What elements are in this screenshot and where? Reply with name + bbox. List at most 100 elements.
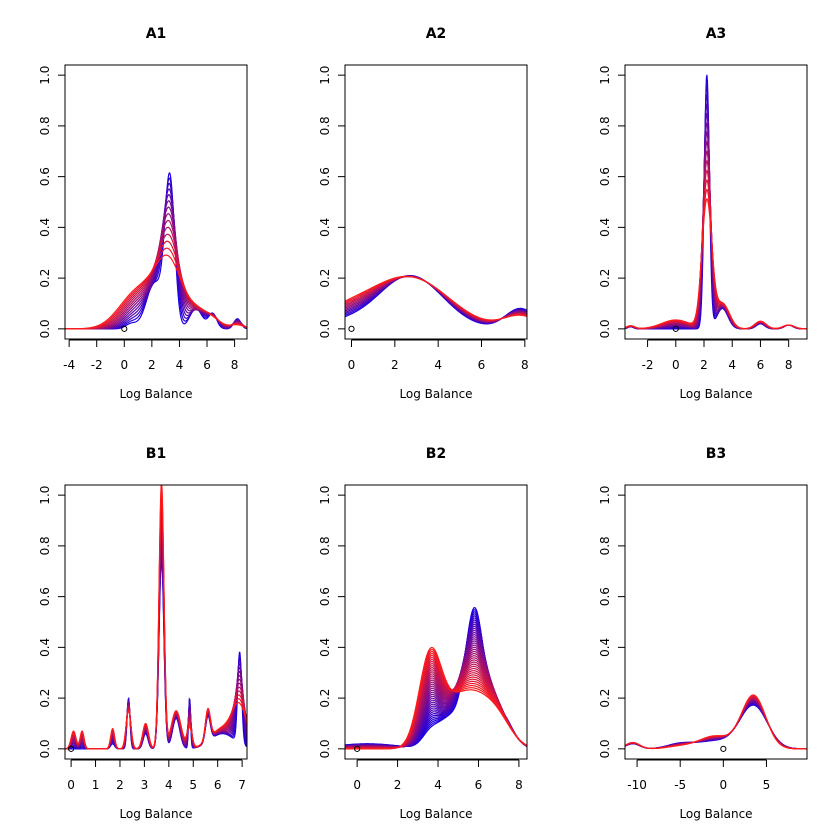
origin-marker: [348, 325, 355, 332]
y-axis: 0.0 0.2 0.4 0.6 0.8 1.0: [38, 486, 66, 758]
y-tick-label: 0.8: [38, 536, 52, 555]
y-tick-label: 0.6: [598, 167, 612, 186]
panel-title: A2: [426, 26, 447, 42]
density-series-line: [625, 197, 807, 330]
x-axis-label: Log Balance: [399, 807, 472, 821]
panel-a2: A2 Log Balance 0 2 4 6 8 0.0 0.2 0.4 0.6 0.8 1.0: [318, 26, 529, 401]
density-series-line: [625, 149, 807, 330]
x-tick-label: 0: [67, 778, 75, 792]
density-series-line: [65, 182, 247, 330]
series-group: [625, 74, 807, 330]
x-axis-label: Log Balance: [679, 807, 752, 821]
series-group: [345, 274, 527, 325]
x-axis-label: Log Balance: [119, 807, 192, 821]
x-axis-label: Log Balance: [399, 387, 472, 401]
x-tick-label: 8: [231, 358, 239, 372]
panel-title: B1: [146, 446, 166, 462]
y-tick-label: 0.2: [598, 269, 612, 288]
x-tick-label: 0: [720, 778, 728, 792]
x-tick-label: 8: [515, 778, 523, 792]
panel-title: B2: [426, 446, 446, 462]
y-tick-label: 0.8: [598, 536, 612, 555]
y-tick-label: 0.8: [318, 116, 332, 135]
x-tick-label: 4: [728, 358, 736, 372]
x-axis: -2 0 2 4 6 8: [642, 339, 793, 372]
series-group: [65, 485, 247, 750]
y-tick-label: 0.2: [38, 269, 52, 288]
y-tick-label: 0.0: [38, 739, 52, 758]
y-axis: 0.0 0.2 0.4 0.6 0.8 1.0: [598, 486, 626, 758]
y-tick-label: 0.6: [598, 587, 612, 606]
x-tick-label: 0: [672, 358, 680, 372]
y-tick-label: 0.8: [38, 116, 52, 135]
x-tick-label: 4: [434, 778, 442, 792]
y-tick-label: 0.0: [598, 319, 612, 338]
y-tick-label: 0.4: [318, 218, 332, 237]
y-axis: 0.0 0.2 0.4 0.6 0.8 1.0: [598, 66, 626, 338]
x-tick-label: -5: [674, 778, 686, 792]
density-series-line: [345, 646, 527, 750]
origin-marker: [68, 745, 75, 752]
y-tick-label: 0.6: [38, 167, 52, 186]
origin-marker: [672, 325, 679, 332]
density-series-line: [65, 172, 247, 330]
y-axis: 0.0 0.2 0.4 0.6 0.8 1.0: [38, 66, 66, 338]
y-tick-label: 0.6: [318, 587, 332, 606]
y-tick-label: 1.0: [38, 66, 52, 85]
x-tick-label: 8: [521, 358, 529, 372]
density-series-line: [625, 700, 807, 750]
x-tick-label: 7: [238, 778, 246, 792]
origin-marker: [354, 745, 361, 752]
x-axis: 0 2 4 6 8: [348, 339, 529, 372]
x-axis: -10 -5 0 5: [627, 759, 771, 792]
x-tick-label: 2: [116, 778, 124, 792]
density-series-line: [65, 506, 247, 750]
x-axis: 0 1 2 3 4 5 6 7: [67, 759, 246, 792]
x-tick-label: 0: [353, 778, 361, 792]
x-tick-label: 4: [165, 778, 173, 792]
density-series-line: [65, 177, 247, 330]
x-tick-label: 0: [120, 358, 128, 372]
panel-title: A1: [146, 26, 167, 42]
x-axis: -4 -2 0 2 4 6 8: [63, 339, 239, 372]
y-tick-label: 0.0: [38, 319, 52, 338]
x-tick-label: 8: [785, 358, 793, 372]
y-tick-label: 0.2: [598, 689, 612, 708]
x-tick-label: 5: [763, 778, 771, 792]
density-series-line: [345, 275, 527, 321]
y-tick-label: 0.4: [598, 638, 612, 657]
density-series-line: [65, 485, 247, 750]
x-axis-label: Log Balance: [679, 387, 752, 401]
panel-b3: B3 Log Balance -10 -5 0 5 0.0 0.2 0.4 0.6 0.8 1.0: [598, 446, 808, 821]
plot-frame: [64, 64, 248, 340]
x-axis: 0 2 4 6 8: [353, 759, 523, 792]
y-tick-label: 0.2: [318, 689, 332, 708]
y-tick-label: 0.4: [598, 218, 612, 237]
y-tick-label: 1.0: [318, 66, 332, 85]
x-tick-label: 6: [478, 358, 486, 372]
x-tick-label: 2: [394, 778, 402, 792]
series-group: [625, 694, 807, 750]
x-tick-label: 2: [700, 358, 708, 372]
x-tick-label: 4: [176, 358, 184, 372]
series-group: [345, 607, 527, 750]
panel-b1: B1 Log Balance 0 1 2 3 4 5 6 7 0.0 0.2 0.4 0.6 0.8 1.0: [38, 446, 248, 821]
y-tick-label: 0.2: [318, 269, 332, 288]
y-tick-label: 0.0: [318, 739, 332, 758]
x-tick-label: 0: [348, 358, 356, 372]
density-series-line: [65, 500, 247, 750]
y-tick-label: 1.0: [318, 486, 332, 505]
x-tick-label: -10: [627, 778, 647, 792]
x-tick-label: 2: [148, 358, 156, 372]
y-tick-label: 0.2: [38, 689, 52, 708]
x-tick-label: -2: [642, 358, 654, 372]
y-tick-label: 1.0: [598, 486, 612, 505]
x-tick-label: 4: [434, 358, 442, 372]
x-tick-label: 2: [391, 358, 399, 372]
y-axis: 0.0 0.2 0.4 0.6 0.8 1.0: [318, 66, 346, 338]
y-axis: 0.0 0.2 0.4 0.6 0.8 1.0: [318, 486, 346, 758]
plot-frame: [624, 484, 808, 760]
y-tick-label: 1.0: [598, 66, 612, 85]
y-tick-label: 0.0: [318, 319, 332, 338]
